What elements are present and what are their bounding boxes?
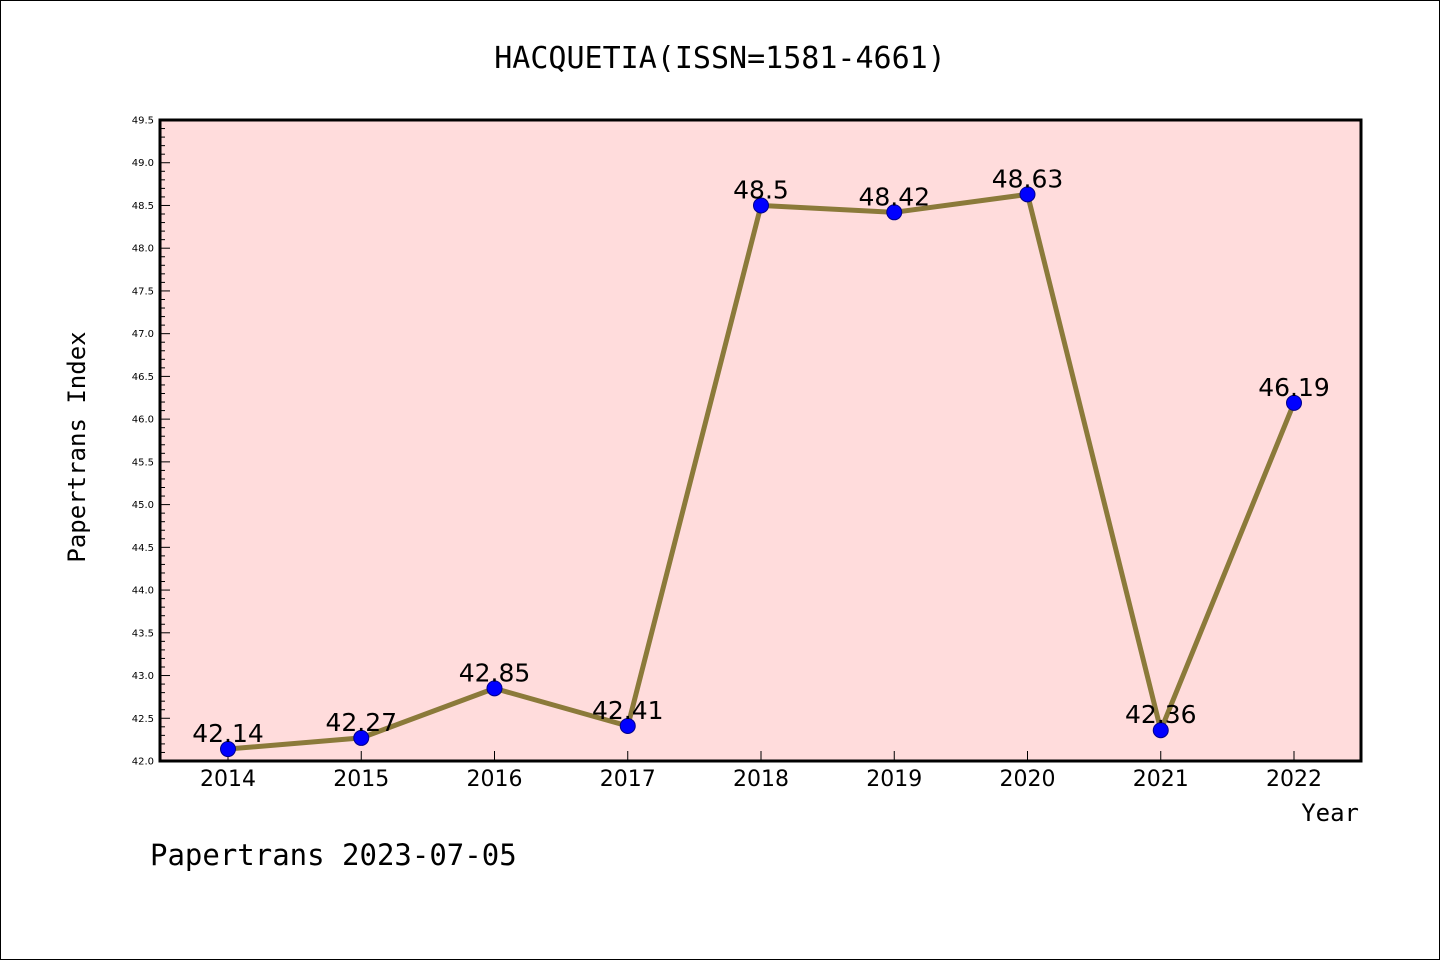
x-tick-label: 2022 [1266,767,1322,792]
data-point [1019,186,1036,203]
chart-title: HACQUETIA(ISSN=1581-4661) [494,41,946,76]
data-label: 42.14 [192,719,264,748]
y-tick-label: 46.0 [132,415,154,426]
x-tick-label: 2015 [333,767,389,792]
data-labels: 42.14 42.27 42.85 42.41 48.5 48.42 48.63 42.36 4… [192,164,1330,748]
y-tick-label: 48.0 [132,244,154,255]
x-tick-label: 2021 [1133,767,1189,792]
data-point [1286,394,1302,411]
data-point [220,741,236,758]
x-axis: 2014 2015 2016 2017 2018 2019 2020 2021 2022 [200,751,1322,792]
data-label: 42.27 [325,708,397,737]
data-point [619,717,636,734]
data-point [353,729,370,746]
y-tick-label: 49.0 [132,158,154,169]
x-tick-label: 2016 [467,767,523,792]
x-tick-label: 2017 [600,767,656,792]
data-label: 48.42 [858,182,930,211]
y-tick-label: 47.0 [132,329,154,340]
x-tick-label: 2020 [1000,767,1056,792]
plot-area [158,118,1363,763]
data-point [886,204,903,221]
y-tick-label: 44.0 [132,586,154,597]
data-label: 42.36 [1125,700,1197,729]
data-series [220,186,1302,758]
y-tick-label: 47.5 [132,286,154,297]
x-tick-label: 2014 [200,767,256,792]
data-label: 46.19 [1258,373,1330,402]
data-label: 42.85 [459,658,531,687]
data-point [1152,722,1169,739]
y-tick-label: 44.5 [132,543,154,554]
x-tick-label: 2019 [866,767,922,792]
footer-text: Papertrans 2023-07-05 [150,838,517,872]
data-point [753,197,769,214]
data-point [486,680,503,697]
data-label: 48.63 [992,164,1064,193]
y-tick-label: 43.5 [132,628,154,639]
x-tick-label: 2018 [733,767,789,792]
y-tick-label: 48.5 [132,201,154,212]
data-label: 48.5 [733,175,789,204]
y-tick-label: 45.5 [132,457,154,468]
data-label: 42.41 [592,696,664,725]
y-tick-label: 46.5 [132,372,154,383]
y-tick-label: 42.5 [132,714,154,725]
y-axis-title: Papertrans Index [63,331,91,562]
y-tick-label: 43.0 [132,671,154,682]
y-tick-label: 49.5 [132,116,154,127]
y-axis: 42.0 42.5 43.0 43.5 44.0 44.5 45.0 45.5 46.0 46.5… [132,116,170,768]
y-tick-label: 42.0 [132,757,154,768]
y-tick-label: 45.0 [132,500,154,511]
x-axis-title: Year [1301,799,1359,827]
